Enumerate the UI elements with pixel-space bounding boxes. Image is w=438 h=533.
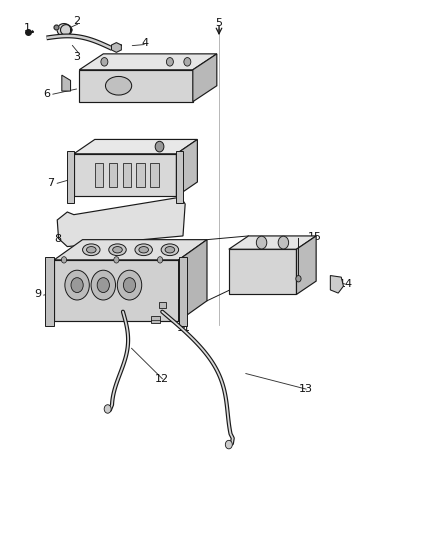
Circle shape xyxy=(157,257,162,263)
Polygon shape xyxy=(330,276,343,293)
Polygon shape xyxy=(57,197,185,247)
Text: 2: 2 xyxy=(74,16,81,26)
Ellipse shape xyxy=(165,247,175,253)
Polygon shape xyxy=(57,23,71,36)
Polygon shape xyxy=(62,75,71,91)
Ellipse shape xyxy=(161,244,179,256)
Text: 10: 10 xyxy=(177,305,191,315)
Polygon shape xyxy=(179,240,207,321)
Polygon shape xyxy=(54,260,179,321)
Circle shape xyxy=(91,270,116,300)
Ellipse shape xyxy=(82,244,100,256)
Polygon shape xyxy=(74,140,198,154)
Polygon shape xyxy=(229,249,297,294)
Text: 4: 4 xyxy=(141,38,148,48)
Circle shape xyxy=(71,278,83,293)
Circle shape xyxy=(61,257,67,263)
Circle shape xyxy=(104,405,111,413)
Polygon shape xyxy=(177,140,198,196)
Polygon shape xyxy=(109,164,117,187)
Text: 15: 15 xyxy=(308,232,322,243)
Polygon shape xyxy=(60,25,72,35)
Polygon shape xyxy=(137,164,145,187)
Circle shape xyxy=(114,257,119,263)
Circle shape xyxy=(155,141,164,152)
Circle shape xyxy=(278,236,289,249)
Polygon shape xyxy=(79,70,193,102)
Text: 8: 8 xyxy=(54,234,61,244)
Ellipse shape xyxy=(86,247,96,253)
Polygon shape xyxy=(67,151,74,203)
Polygon shape xyxy=(193,54,217,102)
Polygon shape xyxy=(79,54,217,70)
Ellipse shape xyxy=(113,247,122,253)
Circle shape xyxy=(166,58,173,66)
Polygon shape xyxy=(177,151,183,203)
Text: 5: 5 xyxy=(215,18,223,28)
Text: 3: 3 xyxy=(74,52,81,61)
Ellipse shape xyxy=(109,244,126,256)
Circle shape xyxy=(124,278,136,293)
Polygon shape xyxy=(297,236,316,294)
Polygon shape xyxy=(179,257,187,326)
Polygon shape xyxy=(74,154,177,196)
Polygon shape xyxy=(123,164,131,187)
Text: 6: 6 xyxy=(43,88,50,99)
Polygon shape xyxy=(159,302,166,308)
Text: 11: 11 xyxy=(177,322,191,333)
Circle shape xyxy=(117,270,142,300)
Text: 14: 14 xyxy=(339,279,353,288)
Text: 9: 9 xyxy=(34,289,41,299)
Circle shape xyxy=(256,236,267,249)
Circle shape xyxy=(296,276,301,282)
Circle shape xyxy=(225,440,232,449)
Ellipse shape xyxy=(135,244,152,256)
Ellipse shape xyxy=(139,247,148,253)
Text: 7: 7 xyxy=(47,177,54,188)
Polygon shape xyxy=(46,257,54,326)
Polygon shape xyxy=(112,43,121,52)
Text: 12: 12 xyxy=(155,374,170,384)
Text: 13: 13 xyxy=(299,384,313,394)
Ellipse shape xyxy=(106,76,132,95)
Circle shape xyxy=(101,58,108,66)
Polygon shape xyxy=(150,164,159,187)
Polygon shape xyxy=(229,236,316,249)
Circle shape xyxy=(65,270,89,300)
Polygon shape xyxy=(151,316,160,324)
Text: 1: 1 xyxy=(23,23,30,34)
Polygon shape xyxy=(95,164,103,187)
Polygon shape xyxy=(54,240,207,260)
Circle shape xyxy=(184,58,191,66)
Circle shape xyxy=(97,278,110,293)
